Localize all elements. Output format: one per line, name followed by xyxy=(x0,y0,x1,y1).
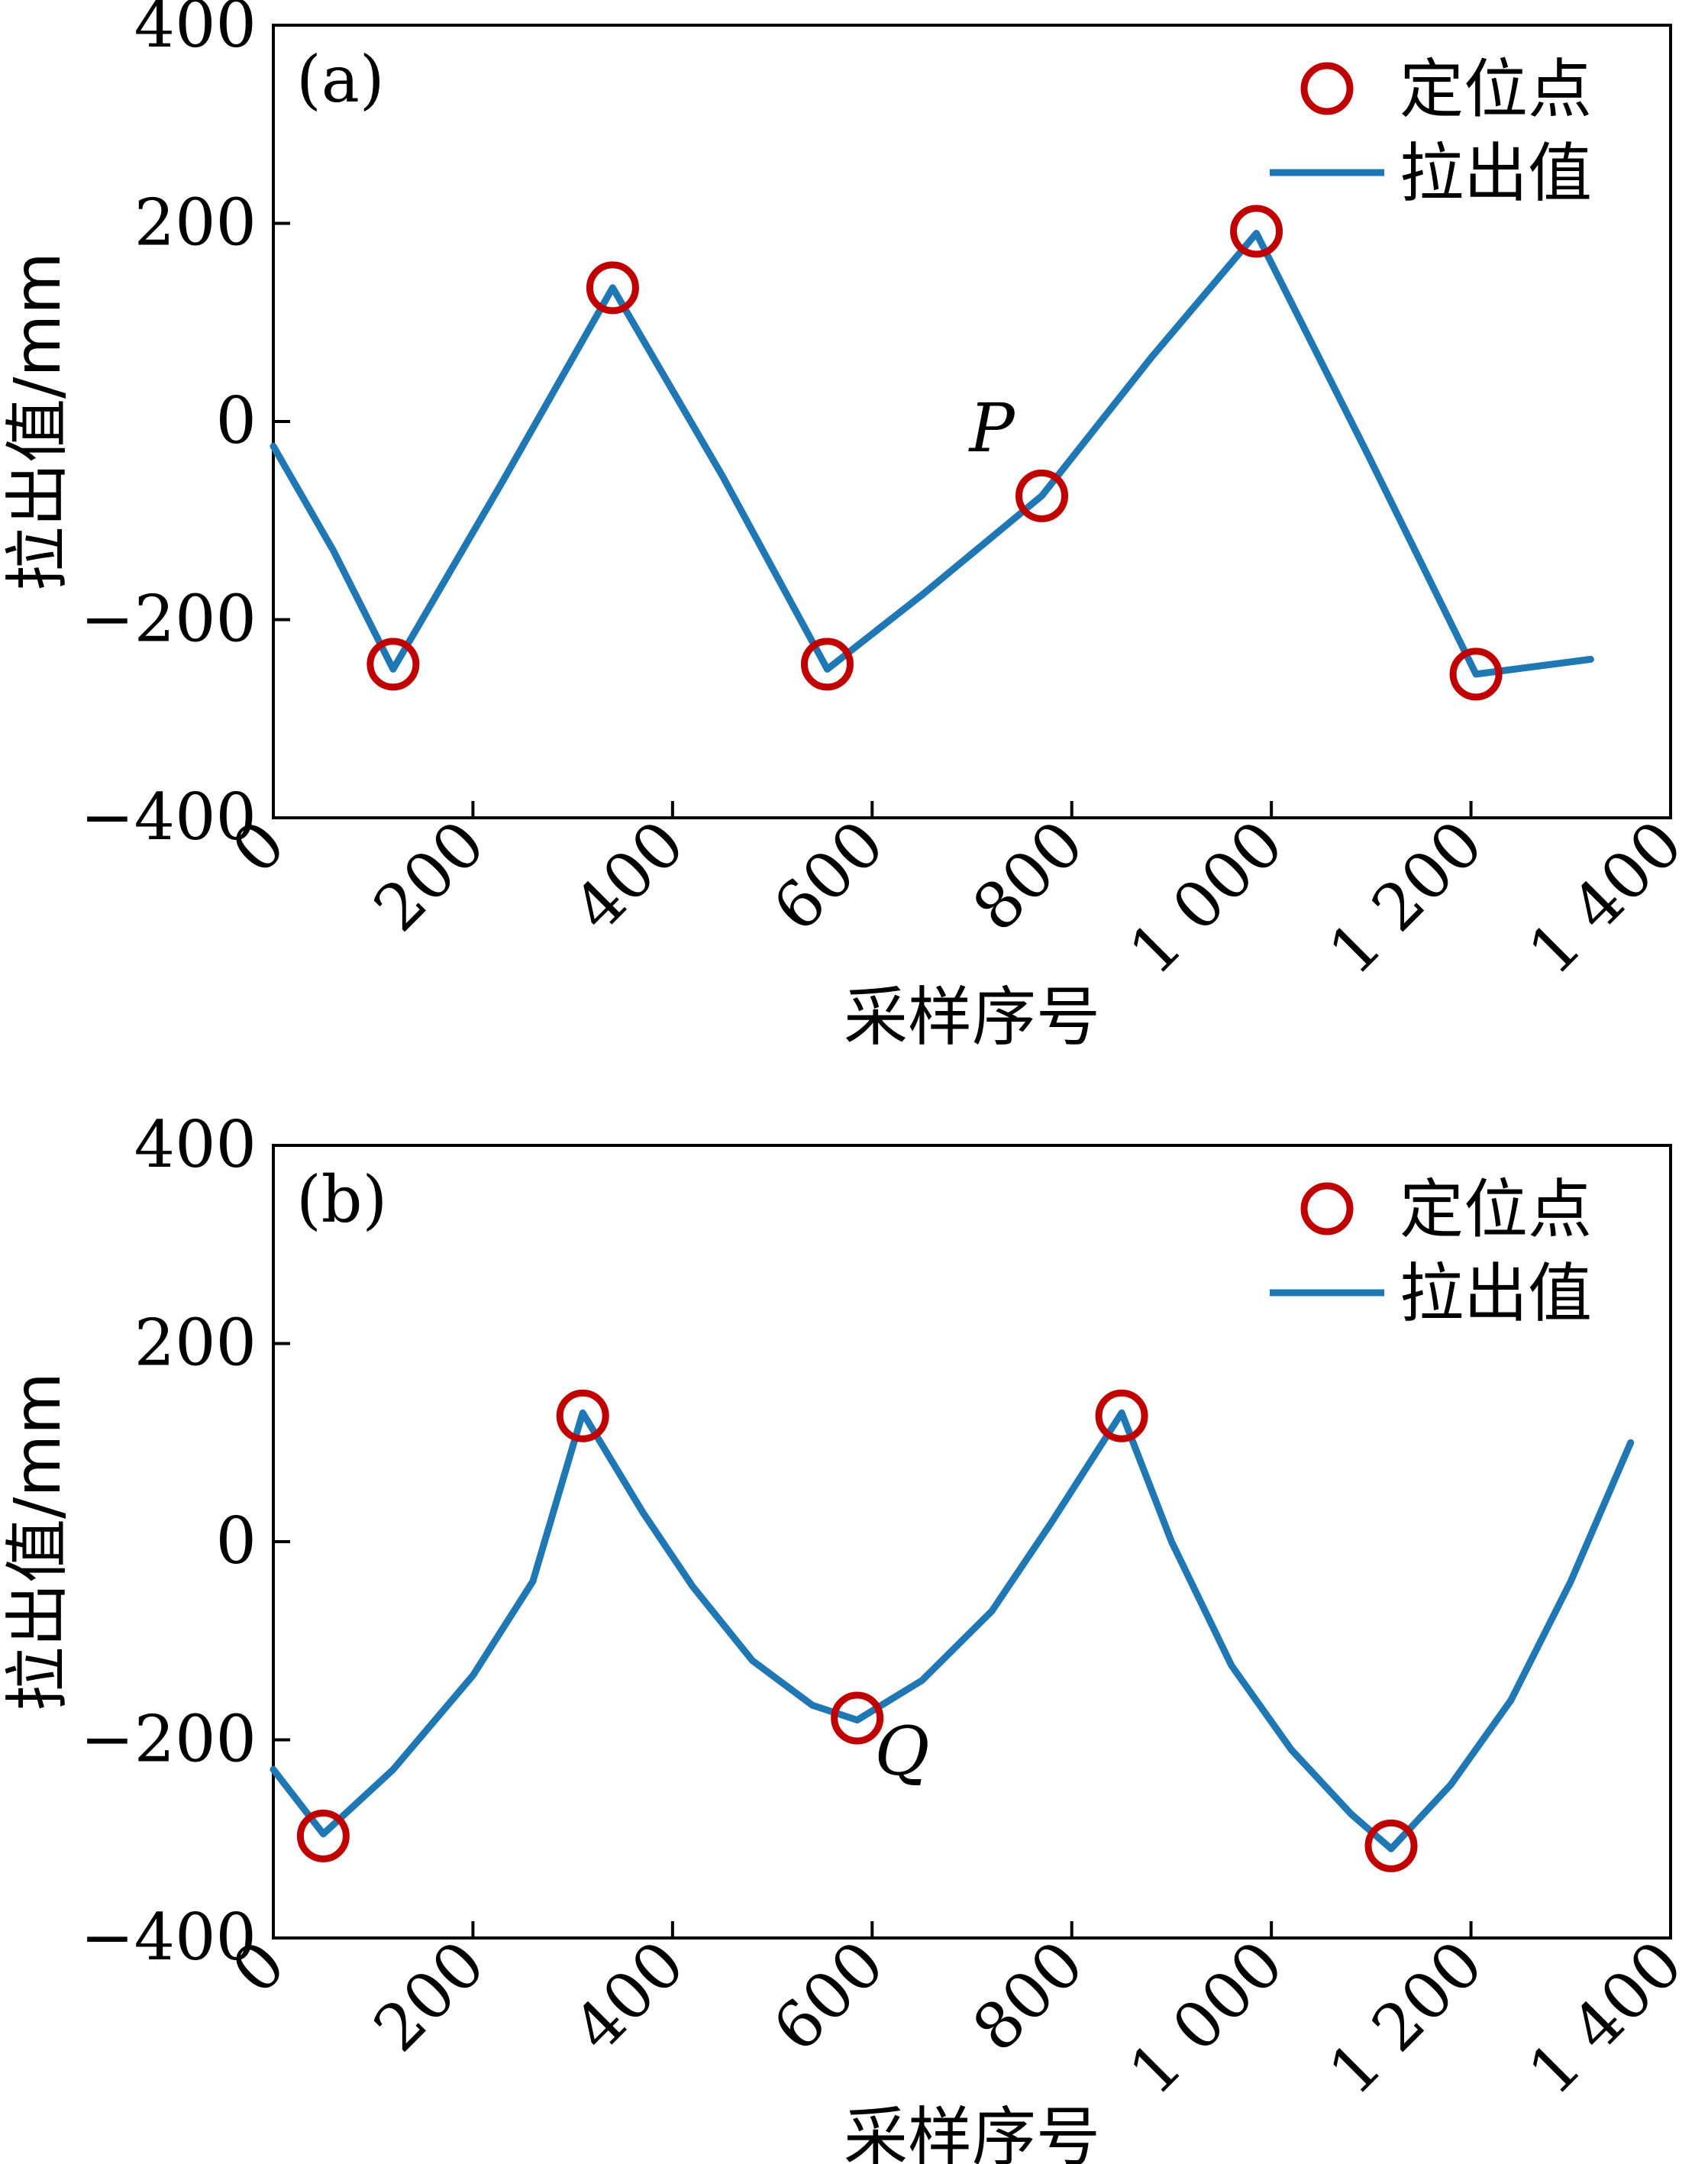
x-tick-label: 1 400 xyxy=(1514,806,1697,989)
y-tick-label: 200 xyxy=(134,1306,257,1381)
y-tick-label: 0 xyxy=(216,1503,257,1578)
x-tick-label: 1 200 xyxy=(1314,1927,1497,2109)
locator-point-marker xyxy=(296,1809,350,1862)
locator-point-marker xyxy=(1015,469,1068,522)
legend-label-marker: 定位点 xyxy=(1400,1172,1592,1247)
x-axis-label: 采样序号 xyxy=(844,980,1100,1055)
legend-label-line: 拉出值 xyxy=(1400,1256,1592,1331)
locator-point-marker xyxy=(1364,1819,1418,1872)
x-tick-label: 1 000 xyxy=(1115,806,1297,989)
x-tick-label: 200 xyxy=(360,1927,499,2066)
series-line xyxy=(270,230,1594,678)
locator-point-marker xyxy=(366,638,420,691)
y-tick-label: −200 xyxy=(80,1702,257,1777)
x-tick-label: 200 xyxy=(360,806,499,946)
locator-point-marker xyxy=(831,1691,884,1745)
y-tick-label: −200 xyxy=(80,582,257,657)
y-axis-label: 拉出值/mm xyxy=(0,1372,75,1711)
locator-point-marker xyxy=(1449,648,1503,701)
chart-panel-b: 0 200 400 600 800 1 000 1 200 1 400−400−2000200… xyxy=(0,1107,1697,2164)
x-tick-label: 1 000 xyxy=(1115,1927,1297,2109)
panel-label: (a) xyxy=(296,42,385,117)
legend-label-line: 拉出值 xyxy=(1400,136,1592,211)
legend-label-marker: 定位点 xyxy=(1400,52,1592,127)
y-tick-label: 400 xyxy=(134,0,257,62)
locator-point-marker xyxy=(1230,205,1283,258)
y-tick-label: 400 xyxy=(134,1107,257,1182)
annotation-label: Q xyxy=(874,1712,929,1791)
x-tick-label: 800 xyxy=(958,806,1098,946)
x-axis-label: 采样序号 xyxy=(844,2100,1100,2164)
locator-point-marker xyxy=(800,638,854,691)
locator-point-marker xyxy=(586,261,639,315)
x-tick-label: 400 xyxy=(559,1927,699,2066)
locator-point-marker xyxy=(556,1389,609,1442)
x-tick-label: 1 200 xyxy=(1314,806,1497,989)
y-tick-label: −400 xyxy=(80,780,257,854)
annotation-label: P xyxy=(968,389,1016,467)
y-axis-label: 拉出值/mm xyxy=(0,252,75,591)
x-tick-label: 400 xyxy=(559,806,699,946)
y-tick-label: 200 xyxy=(134,186,257,260)
x-tick-label: 1 400 xyxy=(1514,1927,1697,2109)
legend-marker-icon xyxy=(1300,62,1354,115)
locator-point-marker xyxy=(1095,1389,1148,1442)
x-tick-label: 600 xyxy=(759,806,899,946)
y-tick-label: −400 xyxy=(80,1900,257,1975)
chart-panel-a: 0 200 400 600 800 1 000 1 200 1 400−400−2000200… xyxy=(0,0,1697,1055)
legend-marker-icon xyxy=(1300,1182,1354,1235)
panel-label: (b) xyxy=(296,1162,387,1237)
series-line xyxy=(270,1409,1635,1852)
y-tick-label: 0 xyxy=(216,383,257,458)
x-tick-label: 800 xyxy=(958,1927,1098,2066)
x-tick-label: 600 xyxy=(759,1927,899,2066)
